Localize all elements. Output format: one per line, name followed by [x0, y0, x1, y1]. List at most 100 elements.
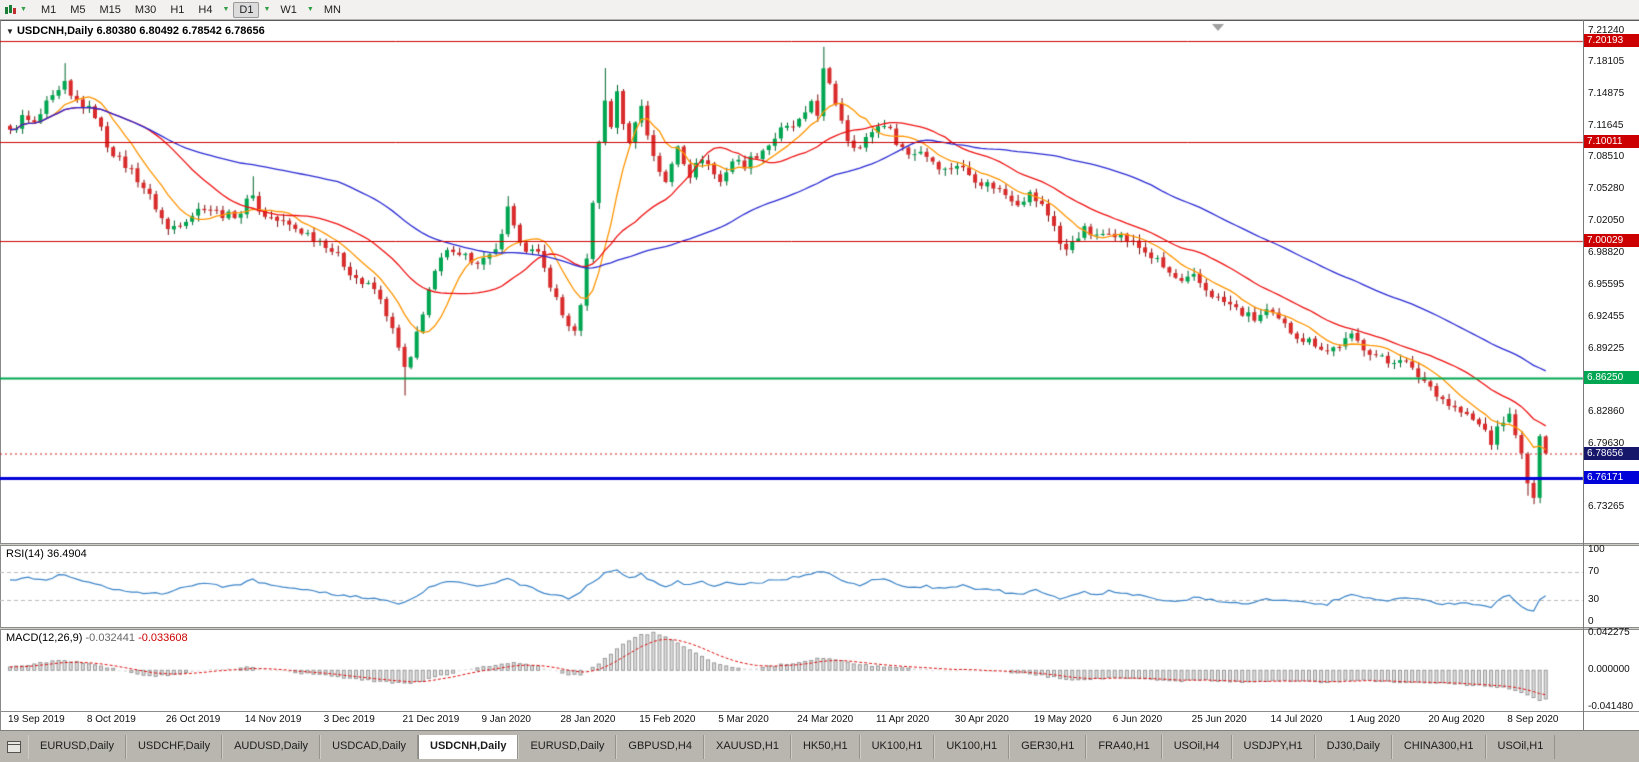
macd-name: MACD(12,26,9) — [6, 632, 83, 644]
candlestick-chart-icon — [5, 4, 16, 14]
chart-tab-usdcnh-daily[interactable]: USDCNH,Daily — [418, 734, 519, 759]
rsi-value: 36.4904 — [46, 548, 87, 560]
chart-title: ▼ USDCNH,Daily 6.80380 6.80492 6.78542 6… — [6, 25, 265, 37]
chart-tab-china300-h1[interactable]: CHINA300,H1 — [1391, 734, 1486, 759]
rsi-name: RSI(14) — [6, 548, 44, 560]
price-tick: 7.18105 — [1588, 56, 1625, 68]
date-label: 9 Jan 2020 — [481, 714, 531, 725]
chart-tab-eurusd-daily[interactable]: EURUSD,Daily — [518, 734, 617, 759]
macd-tick: 0.042275 — [1588, 626, 1630, 638]
price-tick: 7.14875 — [1588, 88, 1625, 100]
price-level-badge: 6.86250 — [1584, 371, 1639, 385]
timeframe-button-h4[interactable]: H4 — [198, 3, 213, 16]
date-label: 28 Jan 2020 — [560, 714, 616, 725]
price-level-badge: 7.20193 — [1584, 34, 1639, 48]
timeframe-toolbar: ▼ M1 M5 M15 M30 H1 H4 ▼ D1 ▼ W1 ▼ MN — [0, 0, 1639, 20]
price-tick: 6.92455 — [1588, 310, 1625, 322]
rsi-tick: 100 — [1588, 544, 1605, 555]
chart-tab-usdjpy-h1[interactable]: USDJPY,H1 — [1231, 734, 1315, 759]
timeframe-button-m1[interactable]: M1 — [40, 3, 57, 16]
chart-symbol-period: USDCNH,Daily — [16, 25, 94, 37]
date-label: 26 Oct 2019 — [165, 714, 221, 725]
chart-tab-usdcad-daily[interactable]: USDCAD,Daily — [320, 734, 419, 759]
date-label: 5 Mar 2020 — [718, 714, 769, 725]
x-axis-separator — [0, 711, 1639, 712]
price-tick: 6.73265 — [1588, 501, 1625, 512]
date-label: 6 Jun 2020 — [1112, 714, 1163, 725]
price-level-badge: 6.76171 — [1584, 471, 1639, 485]
ohlc-open: 6.80380 — [96, 25, 137, 37]
price-tick: 7.08510 — [1588, 151, 1625, 163]
date-label: 19 Sep 2019 — [8, 714, 65, 725]
price-tick: 6.95595 — [1588, 279, 1625, 291]
panel-splitter-rsi[interactable] — [0, 543, 1639, 546]
rsi-tick: 0 — [1588, 616, 1594, 627]
chart-tab-usdchf-daily[interactable]: USDCHF,Daily — [125, 734, 223, 759]
rsi-indicator-label: RSI(14) 36.4904 — [6, 548, 87, 560]
date-label: 24 Mar 2020 — [797, 714, 854, 725]
price-level-badge: 7.10011 — [1584, 135, 1639, 149]
macd-tick: -0.041480 — [1588, 700, 1634, 712]
date-label: 30 Apr 2020 — [954, 714, 1009, 725]
chart-type-icon[interactable]: ▼ — [4, 4, 29, 16]
timeframe-button-d1[interactable]: D1 — [233, 1, 260, 18]
timeframe-button-mn[interactable]: MN — [323, 3, 341, 16]
chart-tab-uk100-h1[interactable]: UK100,H1 — [934, 734, 1010, 759]
date-label: 11 Apr 2020 — [876, 714, 930, 725]
date-label: 8 Oct 2019 — [86, 714, 136, 725]
chart-tab-eurusd-daily[interactable]: EURUSD,Daily — [28, 734, 126, 759]
date-label: 3 Dec 2019 — [323, 714, 375, 725]
price-tick: 7.05280 — [1588, 183, 1625, 195]
rsi-tick: 70 — [1588, 565, 1600, 577]
date-label: 14 Jul 2020 — [1270, 714, 1323, 725]
date-label: 14 Nov 2019 — [244, 714, 302, 725]
chart-context-icon[interactable]: ▼ — [6, 27, 14, 36]
chart-tabs-bar: EURUSD,Daily USDCHF,Daily AUDUSD,Daily USDC… — [0, 730, 1639, 762]
chart-tab-hk50-h1[interactable]: HK50,H1 — [790, 734, 860, 759]
ohlc-close: 6.78656 — [224, 25, 265, 37]
timeframe-button-w1[interactable]: W1 — [280, 3, 297, 16]
chart-tab-usoil-h4[interactable]: USOil,H4 — [1161, 734, 1232, 759]
windows-icon[interactable] — [7, 740, 21, 753]
chart-tab-fra40-h1[interactable]: FRA40,H1 — [1086, 734, 1162, 759]
ohlc-high: 6.80492 — [139, 25, 180, 37]
date-label: 25 Jun 2020 — [1191, 714, 1247, 725]
date-label: 1 Aug 2020 — [1349, 714, 1401, 725]
macd-main-value: -0.032441 — [85, 632, 136, 644]
ohlc-low: 6.78542 — [182, 25, 222, 37]
chart-tab-gbpusd-h4[interactable]: GBPUSD,H4 — [616, 734, 704, 759]
chart-tab-usoil-h1[interactable]: USOil,H1 — [1485, 734, 1556, 759]
toolbar-dropdown-icon[interactable]: ▼ — [222, 6, 230, 13]
macd-signal-value: -0.033608 — [138, 632, 188, 644]
price-tick: 6.89225 — [1588, 342, 1625, 354]
date-label: 8 Sep 2020 — [1507, 714, 1559, 725]
chart-tab-audusd-daily[interactable]: AUDUSD,Daily — [222, 734, 321, 759]
current-price-badge: 6.78656 — [1584, 446, 1639, 460]
timeframe-button-h1[interactable]: H1 — [170, 3, 185, 16]
price-level-badge: 7.00029 — [1584, 234, 1639, 248]
chart-canvas[interactable] — [0, 20, 1639, 712]
macd-tick: 0.000000 — [1588, 664, 1630, 676]
timeframe-button-m30[interactable]: M30 — [134, 3, 157, 16]
timeframe-button-m5[interactable]: M5 — [70, 3, 86, 16]
date-label: 19 May 2020 — [1033, 714, 1092, 725]
macd-indicator-label: MACD(12,26,9) -0.032441 -0.033608 — [6, 632, 188, 644]
toolbar-dropdown-icon[interactable]: ▼ — [306, 6, 314, 13]
chart-tab-dj30-daily[interactable]: DJ30,Daily — [1314, 734, 1392, 759]
price-tick: 7.21240 — [1588, 25, 1625, 36]
panel-splitter-macd[interactable] — [0, 627, 1639, 630]
price-tick: 6.82860 — [1588, 405, 1625, 417]
chevron-down-icon: ▼ — [20, 6, 27, 13]
chart-tab-ger30-h1[interactable]: GER30,H1 — [1009, 734, 1087, 759]
chart-tab-xauusd-h1[interactable]: XAUUSD,H1 — [703, 734, 791, 759]
date-label: 15 Feb 2020 — [639, 714, 696, 725]
price-axis-separator — [1583, 20, 1584, 730]
date-label: 21 Dec 2019 — [402, 714, 460, 725]
toolbar-dropdown-icon[interactable]: ▼ — [263, 6, 271, 13]
price-tick: 6.79630 — [1588, 437, 1625, 449]
chart-tab-uk100-h1[interactable]: UK100,H1 — [859, 734, 935, 759]
price-tick: 7.02050 — [1588, 215, 1625, 227]
price-tick: 7.11645 — [1588, 120, 1624, 132]
timeframe-button-m15[interactable]: M15 — [99, 3, 121, 16]
